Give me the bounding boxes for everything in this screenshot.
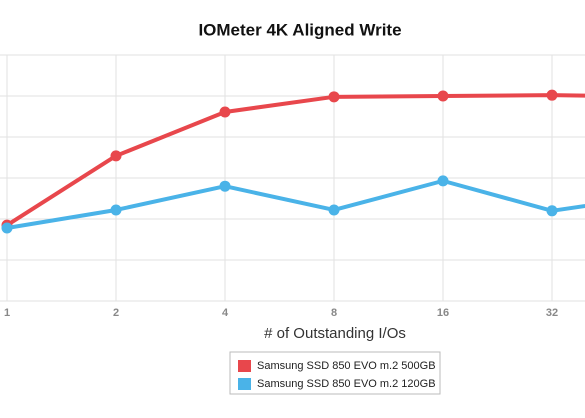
x-tick-label: 1 [4,307,10,319]
series-line [5,93,585,227]
legend-box [229,351,441,395]
data-point [546,205,558,217]
data-point [546,89,558,101]
data-point [110,150,122,162]
data-point [219,106,231,118]
data-point [437,175,449,187]
data-point [328,204,340,216]
x-tick-label: 4 [222,307,229,319]
legend-label: Samsung SSD 850 EVO m.2 120GB [257,378,436,390]
x-tick-label: 16 [437,307,449,319]
x-tick-label: 32 [546,307,558,319]
chart-title: IOMeter 4K Aligned Write [198,20,401,39]
x-axis-title: # of Outstanding I/Os [264,325,406,342]
data-point [1,222,13,234]
legend-swatch [238,378,251,390]
data-point [219,180,231,192]
series-line [6,178,585,230]
x-tick-label: 8 [331,307,337,319]
x-tick-label: 2 [113,307,119,319]
data-point [110,204,122,216]
legend-label: Samsung SSD 850 EVO m.2 500GB [257,360,436,372]
data-point [328,91,340,103]
data-point [437,90,449,102]
legend-swatch [238,360,251,372]
